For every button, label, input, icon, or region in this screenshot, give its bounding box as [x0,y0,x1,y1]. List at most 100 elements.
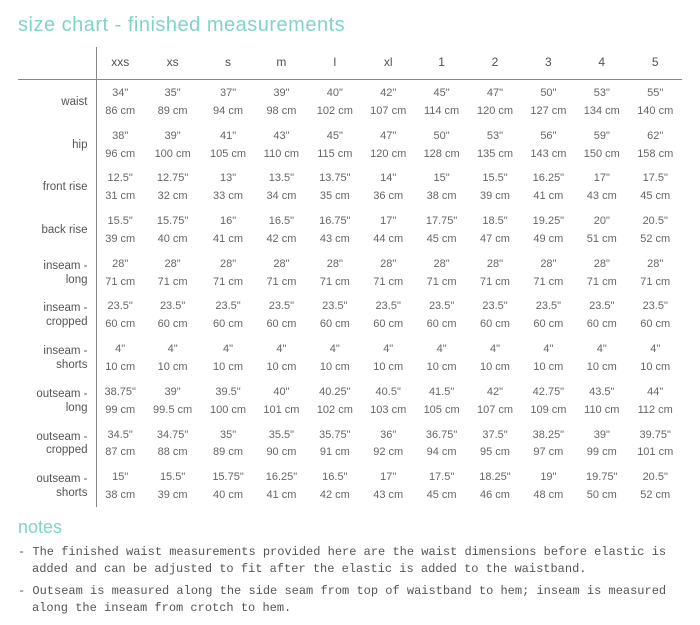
measurement-cm: 38 cm [96,485,144,507]
measurement-inches: 36" [362,422,415,443]
measurement-cm: 71 cm [255,272,308,294]
size-chart-table: xxsxssmlxl12345 waist34"35"37"39"40"42"4… [18,47,682,507]
measurement-cm: 33 cm [201,186,254,208]
table-body: waist34"35"37"39"40"42"45"47"50"53"55"86… [18,80,682,507]
measurement-inches: 23.5" [201,293,254,314]
notes-block: - The finished waist measurements provid… [18,544,682,618]
measurement-inches: 40" [255,379,308,400]
measurement-inches: 47" [468,80,521,101]
measurement-inches: 28" [308,251,361,272]
row-label: inseam -cropped [18,293,96,336]
measurement-cm: 87 cm [96,442,144,464]
measurement-cm: 98 cm [255,101,308,123]
measurement-cm: 10 cm [144,357,201,379]
table-row: 86 cm89 cm94 cm98 cm102 cm107 cm114 cm12… [18,101,682,123]
measurement-inches: 50" [415,123,468,144]
row-label: outseam -long [18,379,96,422]
measurement-cm: 99.5 cm [144,400,201,422]
measurement-inches: 15.75" [201,464,254,485]
measurement-inches: 53" [468,123,521,144]
measurement-cm: 120 cm [468,101,521,123]
measurement-inches: 38.25" [522,422,575,443]
measurement-inches: 12.5" [96,165,144,186]
measurement-inches: 23.5" [362,293,415,314]
measurement-cm: 114 cm [415,101,468,123]
measurement-cm: 107 cm [468,400,521,422]
measurement-inches: 16.75" [308,208,361,229]
measurement-inches: 13.5" [255,165,308,186]
measurement-inches: 4" [96,336,144,357]
table-row: 31 cm32 cm33 cm34 cm35 cm36 cm38 cm39 cm… [18,186,682,208]
measurement-cm: 60 cm [255,314,308,336]
measurement-inches: 23.5" [522,293,575,314]
measurement-cm: 71 cm [308,272,361,294]
measurement-cm: 49 cm [522,229,575,251]
measurement-inches: 4" [201,336,254,357]
measurement-cm: 35 cm [308,186,361,208]
measurement-cm: 45 cm [415,229,468,251]
measurement-inches: 45" [308,123,361,144]
measurement-cm: 96 cm [96,144,144,166]
measurement-inches: 35.75" [308,422,361,443]
measurement-inches: 15" [96,464,144,485]
measurement-cm: 52 cm [628,485,682,507]
measurement-cm: 120 cm [362,144,415,166]
measurement-cm: 32 cm [144,186,201,208]
measurement-cm: 71 cm [522,272,575,294]
measurement-cm: 71 cm [362,272,415,294]
measurement-inches: 23.5" [308,293,361,314]
size-header: 3 [522,47,575,80]
measurement-inches: 40.5" [362,379,415,400]
measurement-inches: 4" [308,336,361,357]
measurement-cm: 50 cm [575,485,628,507]
measurement-inches: 39.75" [628,422,682,443]
measurement-cm: 94 cm [201,101,254,123]
measurement-inches: 13" [201,165,254,186]
measurement-cm: 43 cm [362,485,415,507]
measurement-inches: 23.5" [575,293,628,314]
table-row: 99 cm99.5 cm100 cm101 cm102 cm103 cm105 … [18,400,682,422]
measurement-cm: 42 cm [308,485,361,507]
table-header: xxsxssmlxl12345 [18,47,682,80]
measurement-cm: 52 cm [628,229,682,251]
measurement-inches: 4" [144,336,201,357]
measurement-inches: 4" [255,336,308,357]
measurement-cm: 128 cm [415,144,468,166]
header-spacer [18,47,96,80]
measurement-cm: 92 cm [362,442,415,464]
measurement-inches: 56" [522,123,575,144]
measurement-cm: 60 cm [628,314,682,336]
measurement-inches: 15" [415,165,468,186]
measurement-inches: 39" [144,379,201,400]
chart-title: size chart - finished measurements [18,14,682,37]
measurement-cm: 34 cm [255,186,308,208]
table-row: inseam -cropped23.5"23.5"23.5"23.5"23.5"… [18,293,682,314]
row-label: hip [18,123,96,166]
measurement-cm: 89 cm [201,442,254,464]
measurement-inches: 41.5" [415,379,468,400]
measurement-cm: 46 cm [468,485,521,507]
measurement-inches: 44" [628,379,682,400]
measurement-cm: 158 cm [628,144,682,166]
measurement-cm: 41 cm [255,485,308,507]
measurement-inches: 43" [255,123,308,144]
measurement-cm: 39 cm [96,229,144,251]
measurement-cm: 100 cm [144,144,201,166]
measurement-cm: 99 cm [575,442,628,464]
measurement-inches: 4" [362,336,415,357]
measurement-inches: 37.5" [468,422,521,443]
measurement-cm: 42 cm [255,229,308,251]
measurement-cm: 48 cm [522,485,575,507]
measurement-cm: 43 cm [308,229,361,251]
measurement-cm: 38 cm [415,186,468,208]
measurement-cm: 134 cm [575,101,628,123]
row-label: outseam -shorts [18,464,96,507]
measurement-inches: 39.5" [201,379,254,400]
row-label: back rise [18,208,96,251]
measurement-inches: 20" [575,208,628,229]
table-row: outseam -cropped34.5"34.75"35"35.5"35.75… [18,422,682,443]
measurement-inches: 17" [362,464,415,485]
measurement-cm: 36 cm [362,186,415,208]
size-header: xl [362,47,415,80]
measurement-cm: 112 cm [628,400,682,422]
